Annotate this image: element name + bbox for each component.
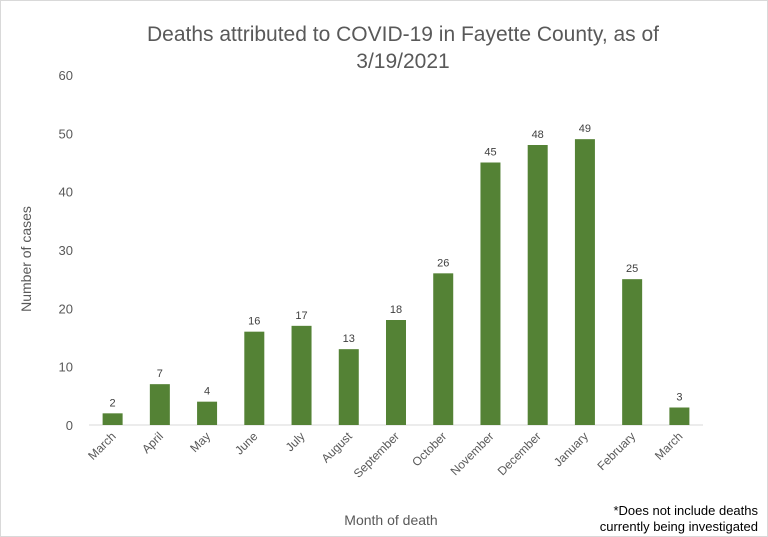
- x-tick-label: September: [351, 429, 402, 480]
- y-tick-label: 20: [59, 301, 73, 316]
- data-label: 17: [295, 310, 307, 322]
- x-tick-label: November: [448, 429, 497, 478]
- y-axis-ticks: 0 10 20 30 40 50 60: [59, 68, 73, 433]
- bar: [291, 325, 312, 425]
- chart-title-line-2: 3/19/2021: [356, 50, 449, 73]
- y-tick-label: 10: [59, 360, 73, 375]
- y-axis-title: Number of cases: [18, 206, 34, 312]
- footnote-line-1: *Does not include deaths: [613, 503, 758, 518]
- bar: [527, 145, 548, 425]
- bar: [244, 331, 265, 425]
- data-label: 7: [157, 368, 163, 380]
- bar: [574, 139, 595, 425]
- x-tick-label: February: [594, 429, 638, 473]
- data-label: 45: [484, 147, 496, 159]
- data-label: 26: [437, 257, 449, 269]
- bar: [149, 384, 170, 425]
- data-label: 13: [343, 333, 355, 345]
- bar: [338, 349, 359, 425]
- y-tick-label: 30: [59, 243, 73, 258]
- bar: [197, 401, 218, 425]
- data-label: 4: [204, 386, 210, 398]
- footnote-line-2: currently being investigated: [600, 519, 758, 534]
- y-tick-label: 0: [66, 418, 73, 433]
- data-labels: 2 7 4 16 17 13 18 26 45 48 49 25 3: [110, 123, 683, 409]
- y-tick-label: 60: [59, 68, 73, 83]
- x-axis-title: Month of death: [344, 512, 437, 528]
- chart-title-line-1: Deaths attributed to COVID-19 in Fayette…: [147, 23, 659, 46]
- x-tick-label: March: [85, 429, 118, 462]
- x-tick-label: April: [139, 429, 166, 456]
- bars: [102, 139, 690, 425]
- x-tick-label: June: [232, 429, 261, 458]
- y-tick-label: 40: [59, 185, 73, 200]
- data-label: 16: [248, 316, 260, 328]
- x-tick-label: March: [652, 429, 685, 462]
- data-label: 49: [579, 123, 591, 135]
- bar: [669, 407, 690, 425]
- y-tick-label: 50: [59, 126, 73, 141]
- x-tick-label: October: [409, 429, 449, 469]
- x-tick-label: May: [187, 429, 213, 455]
- data-label: 25: [626, 263, 638, 275]
- x-tick-label: July: [283, 429, 308, 454]
- bar: [386, 320, 406, 425]
- bar: [622, 279, 643, 425]
- data-label: 18: [390, 304, 402, 316]
- data-label: 3: [676, 392, 682, 404]
- data-label: 48: [532, 129, 544, 141]
- bar: [433, 273, 454, 425]
- x-tick-label: August: [319, 429, 356, 466]
- bar: [480, 162, 501, 425]
- data-label: 2: [110, 397, 116, 409]
- bar: [102, 413, 123, 425]
- x-tick-label: December: [495, 429, 544, 478]
- x-tick-label: January: [551, 429, 591, 469]
